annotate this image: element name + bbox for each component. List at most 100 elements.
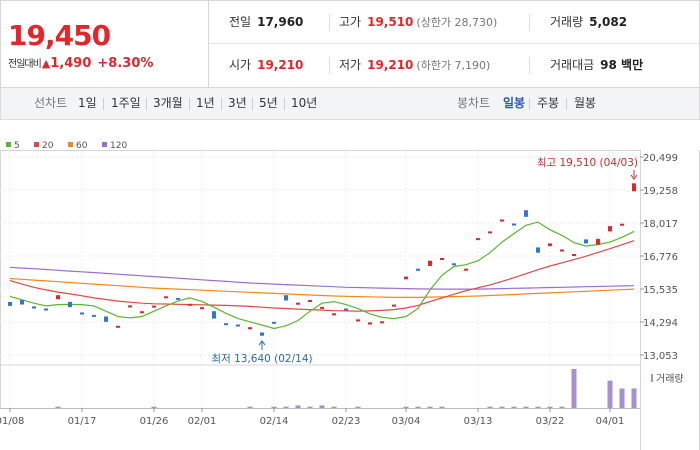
tab-1y[interactable]: 1년 <box>196 96 215 110</box>
divider <box>529 14 530 31</box>
volume-value: 5,082 <box>589 15 628 29</box>
candle <box>380 321 384 324</box>
volume-bar <box>571 369 577 408</box>
tab-divider <box>529 98 530 110</box>
x-tick-label: 03/13 <box>464 416 493 427</box>
tab-5y[interactable]: 5년 <box>259 96 278 110</box>
y-tick-label: 15,535 <box>643 285 678 296</box>
volume-bar <box>151 406 157 408</box>
quote-row-2: 시가 19,210 저가 19,210 (하한가 7,190) 거래대금 98 백만 <box>209 44 699 87</box>
low-cell: 저가 19,210 (하한가 7,190) <box>339 44 490 87</box>
volume-label: 거래량 <box>550 15 584 29</box>
candle <box>80 312 84 315</box>
volume-cell: 거래량 5,082 <box>550 1 627 44</box>
candle <box>140 311 144 314</box>
candle <box>152 305 156 308</box>
candle <box>176 297 180 300</box>
volume-bar <box>355 406 361 408</box>
legend-swatch <box>68 142 73 147</box>
candle <box>404 276 408 280</box>
prev-close-value: 17,960 <box>257 15 304 29</box>
high-cell: 고가 19,510 (상한가 28,730) <box>339 1 497 44</box>
plot-frame <box>0 150 641 409</box>
open-value: 19,210 <box>257 58 304 72</box>
candle <box>32 306 36 309</box>
volume-bar <box>439 406 445 408</box>
price-change: 전일대비▲1,490 +8.30% <box>8 55 153 71</box>
volume-bar <box>415 406 421 408</box>
candle <box>248 327 252 330</box>
candle <box>8 301 12 306</box>
candle <box>296 302 300 305</box>
volume-bar <box>559 406 565 408</box>
tab-divider <box>221 98 222 110</box>
candle <box>596 238 600 245</box>
candle <box>116 325 120 328</box>
candle <box>188 303 192 306</box>
candle <box>548 243 552 247</box>
candle <box>476 238 480 241</box>
high-annotation: 최고 19,510 (04/03) <box>537 157 638 169</box>
volume-bar <box>271 406 277 408</box>
tab-divider <box>284 98 285 110</box>
x-tick-label: 03/04 <box>392 416 421 427</box>
change-percent: +8.30% <box>97 56 154 71</box>
candle <box>320 306 324 309</box>
y-tick-label: 14,294 <box>643 318 678 329</box>
price-box: 19,450 전일대비▲1,490 +8.30% <box>1 1 209 87</box>
volume-bar <box>499 406 505 408</box>
volume-bar <box>403 406 409 408</box>
tab-3y[interactable]: 3년 <box>228 96 247 110</box>
change-value: 1,490 <box>50 56 92 71</box>
tab-divider <box>252 98 253 110</box>
candle <box>632 183 636 192</box>
volume-bar <box>631 388 637 408</box>
x-tick-label: 02/01 <box>188 416 217 427</box>
legend-label: 120 <box>110 141 127 151</box>
candlestick-chart-svg: 20,499 19,258 18,017 16,776 15,535 14,294 13,0… <box>0 141 700 450</box>
candle <box>284 295 288 301</box>
candle <box>20 300 24 305</box>
candle <box>536 247 540 253</box>
candle <box>608 226 612 232</box>
candle <box>164 296 168 299</box>
trade-amount-label: 거래대금 <box>550 58 595 72</box>
candle <box>356 319 360 322</box>
low-annotation: 최저 13,640 (02/14) <box>211 353 312 365</box>
tab-10y[interactable]: 10년 <box>291 96 318 110</box>
x-tick-label: 02/23 <box>332 416 361 427</box>
candle <box>272 321 276 324</box>
candle <box>524 210 528 217</box>
candle <box>332 313 336 316</box>
quote-info-grid: 전일 17,960 고가 19,510 (상한가 28,730) 거래량 5,082 시… <box>209 1 699 87</box>
candle <box>488 231 492 234</box>
high-value: 19,510 <box>367 15 414 29</box>
ma20-line <box>9 240 635 312</box>
tab-divider <box>103 98 104 110</box>
tab-divider <box>146 98 147 110</box>
tab-1w[interactable]: 1주일 <box>111 96 141 110</box>
quote-row-1: 전일 17,960 고가 19,510 (상한가 28,730) 거래량 5,082 <box>209 1 699 44</box>
volume-bar <box>487 406 493 408</box>
tab-monthly[interactable]: 월봉 <box>574 96 597 110</box>
prev-close-cell: 전일 17,960 <box>229 1 303 44</box>
y-tick-label: 20,499 <box>643 153 678 164</box>
candle <box>440 258 444 260</box>
divider <box>329 57 330 74</box>
prev-close-label: 전일 <box>229 15 252 29</box>
candle <box>452 263 456 266</box>
high-arrow-icon <box>630 174 638 180</box>
change-label: 전일대비 <box>8 59 42 70</box>
tab-weekly[interactable]: 주봉 <box>537 96 560 110</box>
x-tick-label: 04/01 <box>596 416 625 427</box>
y-tick-label: 19,258 <box>643 186 678 197</box>
volume-bar <box>307 406 313 408</box>
candle <box>56 295 60 300</box>
tab-3m[interactable]: 3개월 <box>153 96 183 110</box>
upper-limit: (상한가 28,730) <box>416 16 498 29</box>
line-chart-label: 선차트 <box>34 96 68 110</box>
tab-1d[interactable]: 1일 <box>78 96 97 110</box>
tab-daily[interactable]: 일봉 <box>503 96 526 110</box>
legend-label: 20 <box>42 141 54 151</box>
x-tick-label: 01/08 <box>0 416 24 427</box>
